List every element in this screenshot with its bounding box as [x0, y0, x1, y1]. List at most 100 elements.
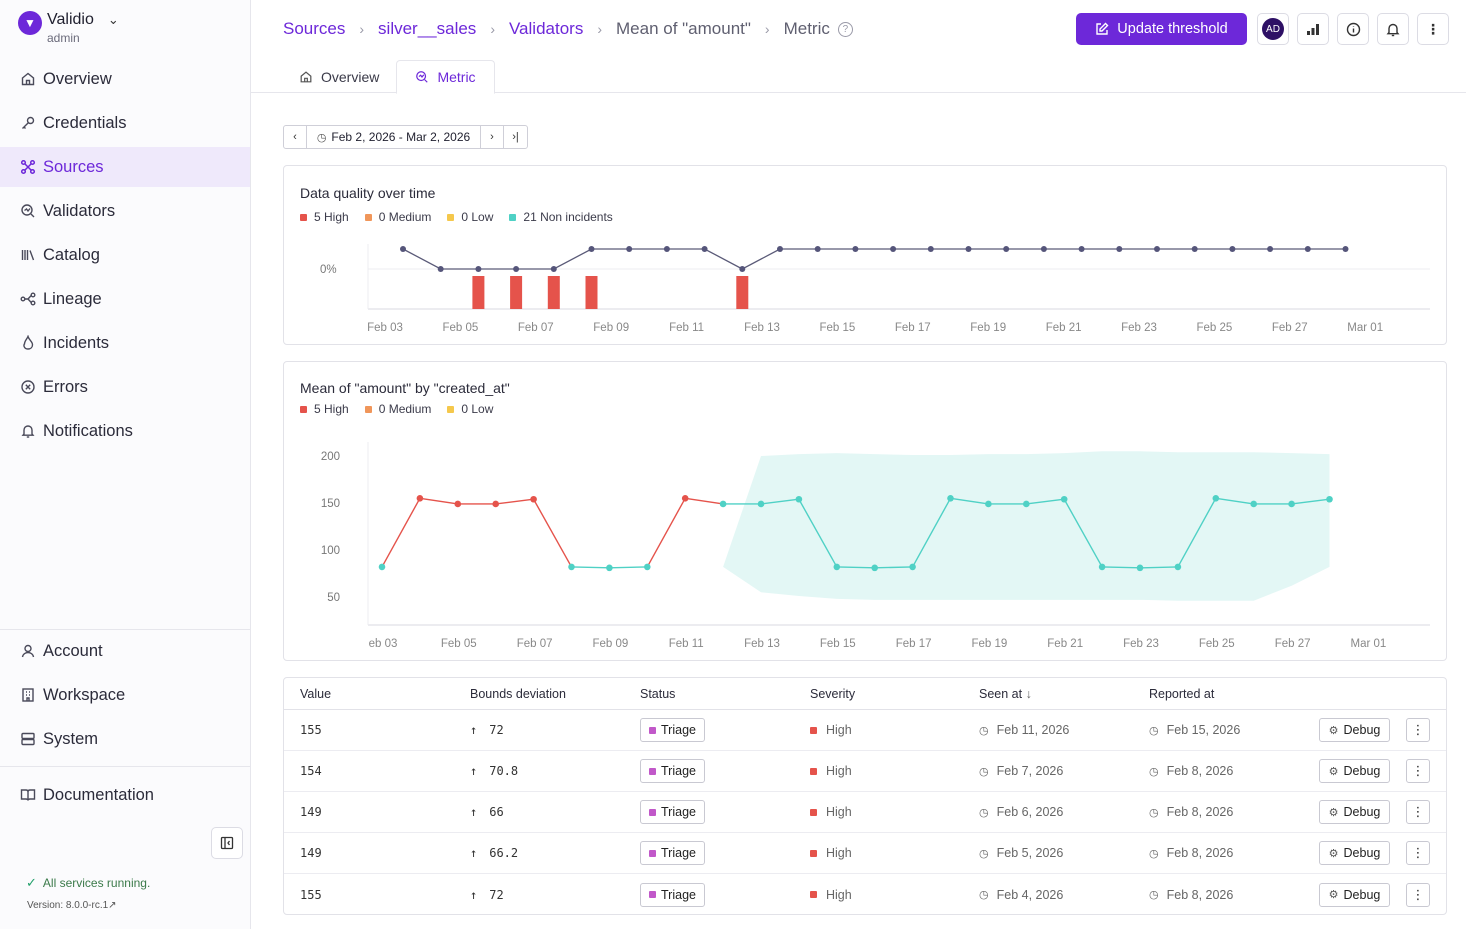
status-dropdown[interactable]: Triage [640, 759, 705, 783]
sidebar-item-workspace[interactable]: Workspace [0, 675, 250, 715]
tab-overview[interactable]: Overview [299, 60, 379, 93]
column-header-severity[interactable]: Severity [810, 686, 856, 701]
metric-point [1288, 500, 1295, 508]
legend-label: 0 Medium [378, 210, 432, 224]
cell-deviation: ↑ 66.2 [470, 846, 518, 860]
column-header-value[interactable]: Value [300, 686, 332, 701]
x-tick-label: Mar 01 [1351, 638, 1387, 650]
sidebar-item-catalog[interactable]: Catalog [0, 235, 250, 275]
workspace-switcher[interactable]: ▼ Validio admin ⌄ [0, 0, 250, 50]
quality-chart-card: Data quality over time 5 High 0 Medium 0… [283, 165, 1447, 345]
breadcrumb-validator[interactable]: Mean of "amount" [616, 19, 751, 38]
cell-debug: ⚙ Debug [1319, 718, 1390, 742]
quality-chart[interactable]: 0% Feb 03 Feb 05 Feb 07 Feb 09 Feb 11 Feb 13 Fe… [284, 166, 1446, 344]
debug-button[interactable]: ⚙ Debug [1319, 759, 1390, 783]
check-circle-icon: ✓ [26, 875, 37, 890]
legend-item-high[interactable]: 5 High [300, 402, 349, 416]
sidebar-item-lineage[interactable]: Lineage [0, 279, 250, 319]
status-dropdown[interactable]: Triage [640, 800, 705, 824]
row-more-button[interactable]: ⋮ [1406, 759, 1430, 783]
chevron-down-icon[interactable]: ⌄ [107, 12, 119, 27]
sidebar-item-validators[interactable]: Validators [0, 191, 250, 231]
metric-point [795, 495, 803, 503]
tab-metric[interactable]: Metric [396, 60, 495, 94]
legend-item-low[interactable]: 0 Low [447, 210, 493, 224]
debug-button[interactable]: ⚙ Debug [1319, 800, 1390, 824]
column-header-deviation[interactable]: Bounds deviation [470, 686, 566, 701]
table-row[interactable]: 149 ↑ 66 Triage High ◷ Feb 6, 2026 ◷ Feb 8,… [284, 792, 1446, 833]
user-avatar-button[interactable]: AD [1257, 13, 1289, 45]
update-threshold-button[interactable]: Update threshold [1076, 13, 1247, 45]
breadcrumb-validators[interactable]: Validators [508, 19, 584, 38]
column-header-reported-at[interactable]: Reported at [1149, 686, 1215, 701]
status-dropdown[interactable]: Triage [640, 882, 705, 907]
quality-point [475, 266, 482, 272]
cell-seen-at: ◷ Feb 7, 2026 [979, 764, 1063, 778]
sidebar-item-label: Workspace [43, 685, 126, 704]
cell-status: Triage [640, 800, 705, 824]
tab-label: Metric [437, 69, 476, 85]
sidebar-item-documentation[interactable]: Documentation [0, 775, 250, 815]
status-label: Triage [661, 764, 696, 778]
breadcrumb-sources[interactable]: Sources [283, 19, 346, 38]
legend-item-high[interactable]: 5 High [300, 210, 349, 224]
cell-value: 149 [300, 846, 322, 860]
sidebar-item-incidents[interactable]: Incidents [0, 323, 250, 363]
table-row[interactable]: 149 ↑ 66.2 Triage High ◷ Feb 5, 2026 ◷ Feb … [284, 833, 1446, 874]
row-more-button[interactable]: ⋮ [1406, 841, 1430, 865]
legend-item-non-incidents[interactable]: 21 Non incidents [509, 210, 613, 224]
debug-button[interactable]: ⚙ Debug [1319, 841, 1390, 865]
metric-chart[interactable]: 50 100 150 200 eb 03 Feb 05 Feb 07 Feb 09 Feb 11… [284, 362, 1446, 660]
sidebar-item-overview[interactable]: Overview [0, 59, 250, 99]
sidebar-item-account[interactable]: Account [0, 631, 250, 671]
column-header-status[interactable]: Status [640, 686, 676, 701]
sidebar-item-label: Notifications [43, 421, 133, 440]
debug-button[interactable]: ⚙ Debug [1319, 718, 1390, 742]
legend-item-low[interactable]: 0 Low [447, 402, 493, 416]
chevron-right-icon: › [359, 21, 365, 37]
arrow-up-icon: ↑ [470, 723, 478, 737]
x-tick-label: Feb 19 [971, 638, 1007, 650]
version-link[interactable]: Version: 8.0.0-rc.1↗ [27, 900, 117, 911]
sidebar-item-system[interactable]: System [0, 719, 250, 759]
status-dropdown[interactable]: Triage [640, 841, 705, 865]
metric-point [1136, 564, 1144, 572]
reported-at-label: Feb 15, 2026 [1166, 723, 1241, 737]
next-range-button[interactable]: › [481, 126, 504, 148]
status-dropdown[interactable]: Triage [640, 718, 705, 742]
breadcrumb-source[interactable]: silver__sales [378, 19, 477, 38]
column-header-seen-at[interactable]: Seen at ↓ [979, 687, 1032, 701]
table-row[interactable]: 154 ↑ 70.8 Triage High ◷ Feb 7, 2026 ◷ Feb … [284, 751, 1446, 792]
more-options-button[interactable]: ⋮ [1417, 13, 1449, 45]
info-button[interactable] [1337, 13, 1369, 45]
latest-range-button[interactable]: ›| [504, 126, 527, 148]
metric-line-segment [760, 498, 799, 505]
legend-item-medium[interactable]: 0 Medium [364, 210, 432, 224]
notifications-button[interactable] [1377, 13, 1409, 45]
sidebar-item-label: Validators [43, 201, 116, 220]
sidebar-item-sources[interactable]: Sources [0, 147, 250, 187]
row-more-button[interactable]: ⋮ [1406, 800, 1430, 824]
table-row[interactable]: 155 ↑ 72 Triage High ◷ Feb 11, 2026 ◷ Feb 1… [284, 710, 1446, 751]
x-tick-label: Feb 17 [896, 638, 932, 650]
metric-point [644, 563, 651, 571]
previous-range-button[interactable]: ‹ [284, 126, 307, 148]
collapse-sidebar-button[interactable] [211, 827, 243, 859]
stats-button[interactable] [1297, 13, 1329, 45]
quality-point [550, 266, 557, 272]
sidebar-item-notifications[interactable]: Notifications [0, 411, 250, 451]
row-more-button[interactable]: ⋮ [1406, 882, 1430, 907]
column-header-label: Seen at [979, 686, 1023, 701]
help-icon[interactable]: ? [837, 21, 853, 37]
table-row[interactable]: 155 ↑ 72 Triage High ◷ Feb 4, 2026 ◷ Feb 8,… [284, 874, 1446, 915]
quality-point [1040, 246, 1047, 252]
sidebar-item-credentials[interactable]: Credentials [0, 103, 250, 143]
tab-label: Overview [321, 68, 380, 85]
sidebar-item-errors[interactable]: Errors [0, 367, 250, 407]
row-more-button[interactable]: ⋮ [1406, 718, 1430, 742]
catalog-icon [19, 246, 37, 264]
more-vertical-icon: ⋮ [1411, 845, 1425, 860]
date-range-button[interactable]: ◷ Feb 2, 2026 - Mar 2, 2026 [307, 126, 481, 148]
debug-button[interactable]: ⚙ Debug [1319, 882, 1390, 907]
legend-item-medium[interactable]: 0 Medium [364, 402, 431, 416]
